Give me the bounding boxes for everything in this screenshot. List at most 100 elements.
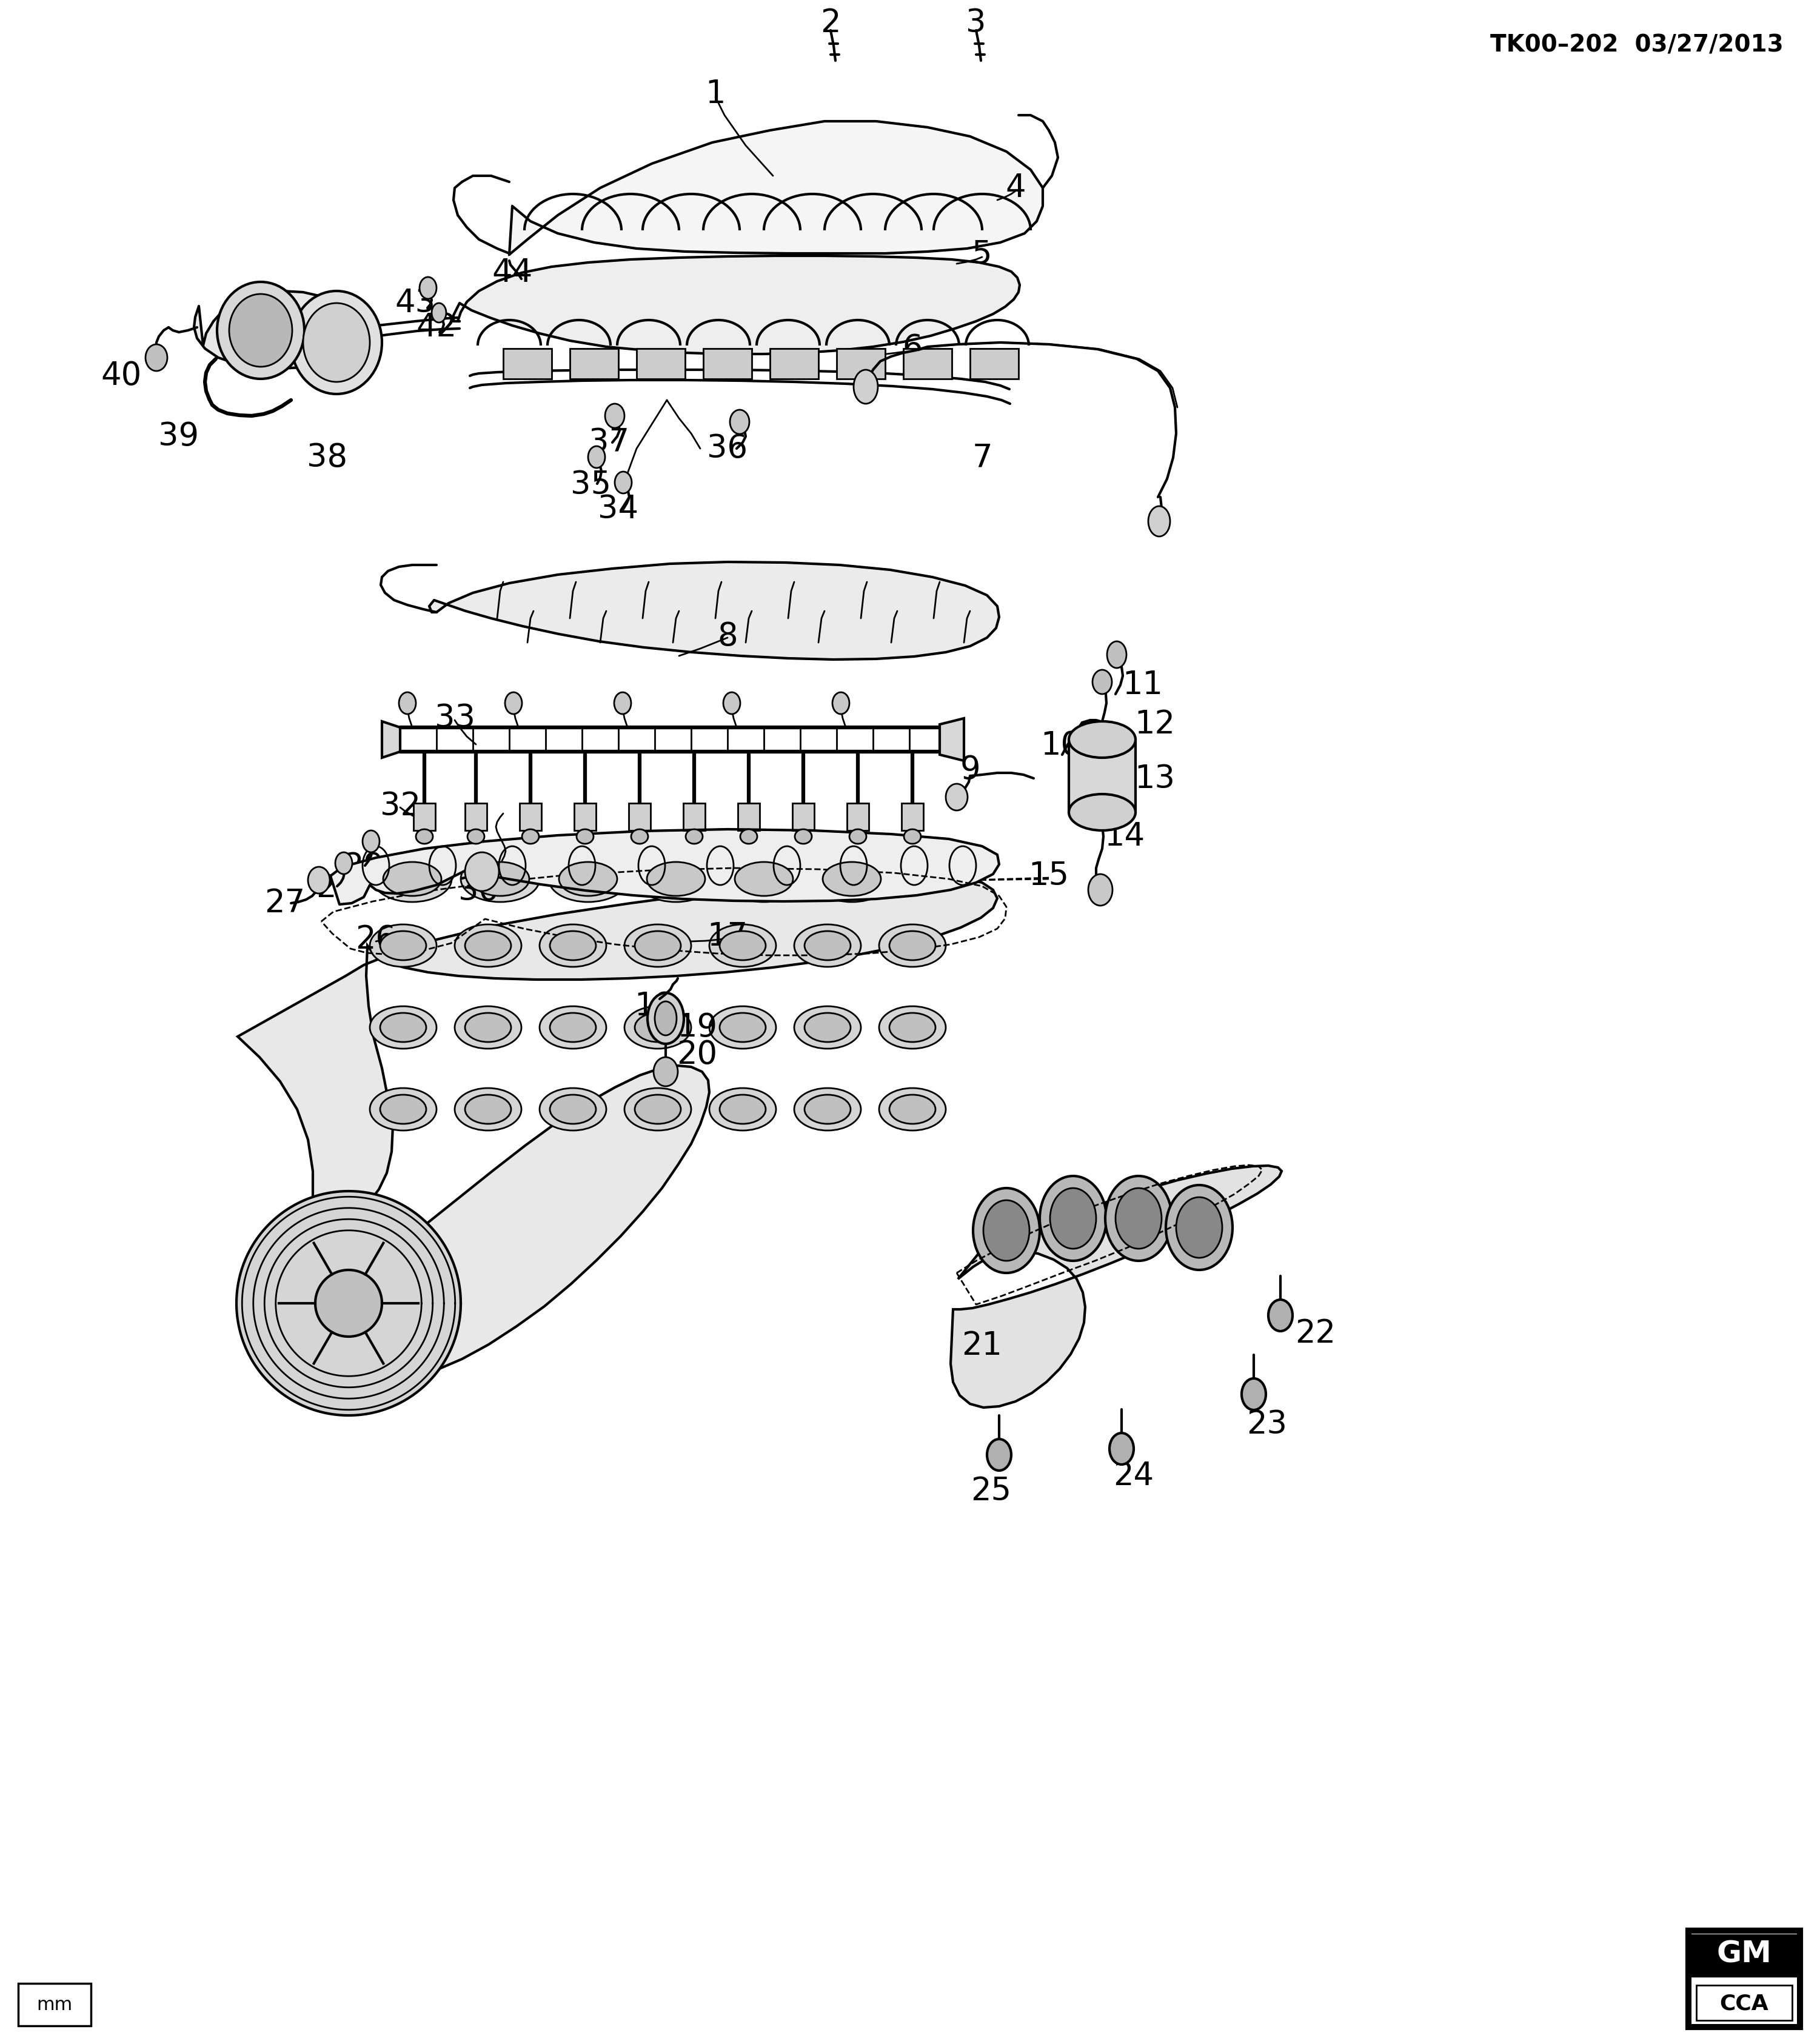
Ellipse shape: [455, 924, 521, 967]
Text: 12: 12: [1134, 709, 1176, 740]
Ellipse shape: [794, 1006, 861, 1049]
Ellipse shape: [946, 783, 968, 811]
Ellipse shape: [335, 852, 353, 875]
Polygon shape: [510, 121, 1043, 256]
Ellipse shape: [890, 932, 935, 961]
Polygon shape: [382, 722, 400, 758]
Polygon shape: [939, 717, 965, 760]
Text: 2: 2: [821, 8, 841, 39]
Ellipse shape: [804, 932, 850, 961]
Text: 41: 41: [317, 358, 357, 388]
Ellipse shape: [304, 303, 369, 382]
Ellipse shape: [812, 856, 892, 901]
Ellipse shape: [719, 1014, 766, 1042]
Polygon shape: [453, 256, 1019, 354]
Ellipse shape: [380, 1014, 426, 1042]
Polygon shape: [1068, 740, 1136, 811]
Ellipse shape: [384, 863, 442, 895]
Text: 29: 29: [344, 850, 384, 883]
Bar: [1691, 1934, 1796, 2024]
Text: 35: 35: [571, 470, 612, 501]
Ellipse shape: [1176, 1198, 1223, 1257]
Ellipse shape: [983, 1200, 1030, 1261]
Ellipse shape: [369, 1006, 437, 1049]
Ellipse shape: [1241, 1378, 1267, 1410]
Polygon shape: [703, 350, 752, 378]
Ellipse shape: [710, 924, 775, 967]
Text: 7: 7: [972, 442, 992, 474]
Ellipse shape: [1068, 722, 1136, 758]
Polygon shape: [502, 350, 551, 378]
Ellipse shape: [986, 1439, 1012, 1470]
Polygon shape: [570, 350, 619, 378]
Ellipse shape: [464, 1014, 511, 1042]
Text: 9: 9: [959, 754, 981, 785]
Ellipse shape: [832, 693, 850, 713]
Ellipse shape: [420, 278, 437, 298]
Ellipse shape: [648, 993, 684, 1044]
Polygon shape: [237, 1192, 460, 1414]
Text: 42: 42: [417, 311, 457, 343]
Ellipse shape: [291, 290, 382, 394]
Ellipse shape: [624, 1087, 692, 1130]
Polygon shape: [846, 803, 868, 830]
Ellipse shape: [1088, 875, 1112, 905]
Ellipse shape: [1116, 1188, 1161, 1249]
Ellipse shape: [380, 1096, 426, 1124]
Text: 6: 6: [903, 333, 923, 364]
Text: 43: 43: [395, 288, 435, 319]
Ellipse shape: [399, 693, 417, 713]
Ellipse shape: [464, 852, 499, 891]
Ellipse shape: [1110, 1433, 1134, 1464]
Text: 4: 4: [1005, 172, 1026, 204]
Ellipse shape: [724, 856, 803, 901]
Ellipse shape: [550, 1096, 595, 1124]
Ellipse shape: [146, 343, 167, 370]
Bar: [1687, 1930, 1802, 2030]
Ellipse shape: [879, 1087, 946, 1130]
Ellipse shape: [1167, 1186, 1232, 1269]
Ellipse shape: [719, 932, 766, 961]
Ellipse shape: [559, 863, 617, 895]
Text: 33: 33: [435, 703, 475, 734]
Text: 18: 18: [635, 991, 675, 1022]
Text: 39: 39: [158, 421, 198, 452]
Text: 30: 30: [459, 875, 499, 908]
Bar: [1691, 1934, 1796, 1977]
Ellipse shape: [417, 830, 433, 844]
Text: TK00–202  03/27/2013: TK00–202 03/27/2013: [1491, 33, 1784, 57]
Ellipse shape: [905, 830, 921, 844]
Ellipse shape: [794, 924, 861, 967]
Text: 23: 23: [1247, 1408, 1287, 1441]
Polygon shape: [331, 830, 999, 903]
Ellipse shape: [637, 856, 715, 901]
Ellipse shape: [686, 830, 703, 844]
Text: CCA: CCA: [1720, 1993, 1769, 2013]
Text: 16: 16: [701, 867, 743, 897]
Text: 36: 36: [708, 433, 748, 464]
Polygon shape: [238, 877, 997, 1378]
Ellipse shape: [1269, 1300, 1292, 1331]
Text: 40: 40: [100, 360, 142, 392]
Ellipse shape: [539, 924, 606, 967]
Ellipse shape: [1068, 793, 1136, 830]
Ellipse shape: [464, 932, 511, 961]
Ellipse shape: [1039, 1175, 1107, 1261]
Ellipse shape: [1105, 1175, 1172, 1261]
Polygon shape: [430, 562, 999, 660]
Ellipse shape: [1107, 642, 1127, 668]
Ellipse shape: [653, 1057, 677, 1085]
Ellipse shape: [455, 1087, 521, 1130]
Polygon shape: [903, 350, 952, 378]
Ellipse shape: [823, 863, 881, 895]
Ellipse shape: [741, 830, 757, 844]
Ellipse shape: [550, 1014, 595, 1042]
Polygon shape: [770, 350, 819, 378]
Text: 25: 25: [970, 1476, 1012, 1506]
Ellipse shape: [646, 863, 704, 895]
Ellipse shape: [635, 1096, 681, 1124]
Polygon shape: [683, 803, 704, 830]
Ellipse shape: [380, 932, 426, 961]
Ellipse shape: [804, 1014, 850, 1042]
Text: 17: 17: [708, 920, 748, 953]
